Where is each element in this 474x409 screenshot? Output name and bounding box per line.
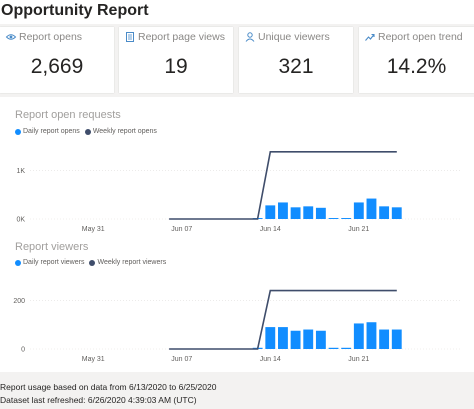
y-tick-label: 0K — [16, 217, 25, 224]
legend-dot-daily — [15, 259, 21, 266]
x-tick-label: Jun 07 — [171, 356, 192, 363]
chart-report-viewers[interactable]: 200 0 May 31 Jun 07 Jun 14 Jun 21 — [0, 272, 474, 372]
bar-daily — [353, 202, 364, 219]
page-title: Opportunity Report — [0, 0, 474, 24]
bar-daily — [328, 218, 339, 219]
kpi-value: 14.2% — [386, 55, 447, 78]
bar-daily — [303, 329, 314, 349]
bar-daily — [341, 218, 352, 219]
bar-daily — [341, 347, 352, 349]
x-tick-label: Jun 14 — [260, 226, 281, 233]
chart-report-open-requests[interactable]: 1K 0K May 31 Jun 07 Jun 14 Jun 21 — [0, 142, 474, 242]
y-tick-label: 0 — [21, 347, 25, 354]
chart-title-report-viewers: Report viewers — [15, 241, 89, 253]
bar-daily — [328, 347, 339, 349]
page-icon — [126, 32, 134, 42]
kpi-label: Report page views — [138, 31, 225, 43]
kpi-header: Report page views — [125, 31, 225, 43]
legend-label-daily: Daily report viewers — [23, 259, 85, 266]
kpi-card-report-open-trend[interactable]: Report open trend 14.2% — [359, 27, 474, 93]
x-tick-label: May 31 — [82, 356, 105, 363]
legend-dot-weekly — [84, 128, 91, 135]
kpi-row: Report opens 2,669 Report page views 19 … — [0, 27, 474, 94]
bar-daily — [315, 207, 326, 219]
bar-daily — [366, 322, 377, 349]
usage-note: Report usage based on data from 6/13/202… — [0, 382, 217, 392]
kpi-header: Unique viewers — [245, 31, 330, 43]
kpi-label: Report opens — [19, 31, 83, 43]
kpi-value: 321 — [278, 55, 314, 78]
y-tick-label: 200 — [13, 298, 25, 305]
y-tick-label: 1K — [16, 168, 25, 175]
legend-dot-daily — [15, 128, 21, 135]
kpi-card-report-opens[interactable]: Report opens 2,669 — [0, 27, 114, 93]
line-weekly — [169, 289, 397, 350]
legend-label-weekly: Weekly report viewers — [97, 259, 167, 266]
charts-panel: Report open requests Daily report opens … — [0, 97, 474, 372]
legend-dot-weekly — [89, 259, 96, 266]
bar-daily — [315, 330, 326, 349]
bar-daily — [303, 206, 314, 219]
bar-daily — [391, 329, 402, 349]
kpi-label: Report open trend — [378, 31, 463, 43]
bar-daily — [265, 327, 276, 349]
trend-icon — [365, 33, 375, 41]
bar-daily — [290, 330, 301, 349]
kpi-card-unique-viewers[interactable]: Unique viewers 321 — [239, 27, 353, 93]
bar-daily — [366, 198, 377, 219]
x-tick-label: Jun 07 — [171, 226, 192, 233]
legend-label-weekly: Weekly report opens — [92, 128, 157, 135]
bar-daily — [278, 327, 288, 349]
kpi-header: Report open trend — [365, 31, 463, 43]
dataset-refresh-note: Dataset last refreshed: 6/26/2020 4:39:0… — [0, 395, 197, 405]
eye-icon — [5, 34, 17, 40]
bar-daily — [379, 206, 390, 219]
chart-legend: Daily report viewers Weekly report viewe… — [15, 259, 171, 266]
x-tick-label: May 31 — [82, 226, 105, 233]
x-tick-label: Jun 14 — [260, 356, 281, 363]
kpi-value: 2,669 — [30, 55, 84, 78]
bar-daily — [278, 202, 288, 219]
x-tick-label: Jun 21 — [348, 356, 369, 363]
x-tick-label: Jun 21 — [348, 226, 369, 233]
legend-label-daily: Daily report opens — [23, 128, 80, 135]
bar-daily — [379, 329, 390, 349]
kpi-card-report-page-views[interactable]: Report page views 19 — [119, 27, 233, 93]
footer: Report usage based on data from 6/13/202… — [0, 381, 216, 407]
line-weekly — [169, 151, 397, 220]
bar-daily — [353, 323, 364, 349]
bar-daily — [290, 207, 301, 219]
kpi-value: 19 — [164, 55, 188, 78]
bar-daily — [265, 205, 276, 219]
chart-legend: Daily report opens Weekly report opens — [15, 128, 162, 135]
bar-daily — [391, 207, 402, 219]
kpi-label: Unique viewers — [258, 31, 330, 43]
person-icon — [245, 32, 255, 42]
kpi-header: Report opens — [5, 31, 83, 43]
chart-title-report-open-requests: Report open requests — [15, 109, 121, 121]
